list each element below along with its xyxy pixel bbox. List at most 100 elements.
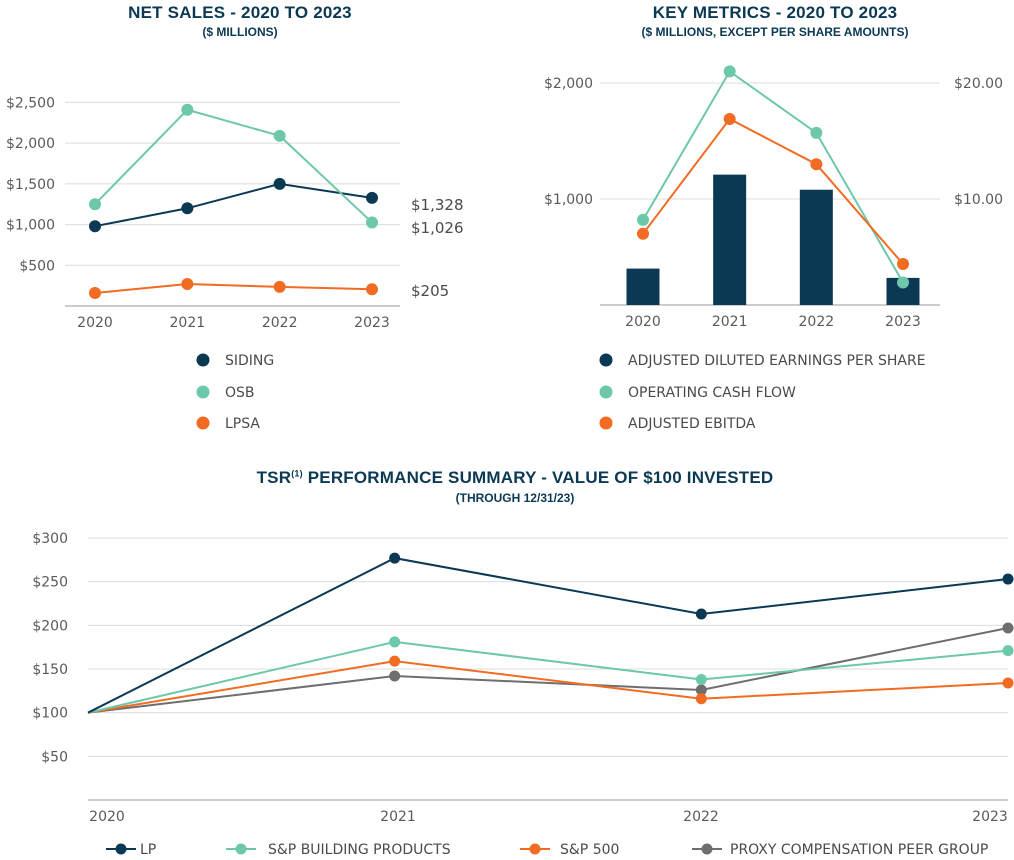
- net-sales-xtick-label: 2022: [262, 315, 298, 331]
- tsr-title-footnote: (1): [291, 468, 303, 479]
- tsr-point-s-p-500: [1002, 677, 1014, 689]
- key-metrics-legend-marker: [599, 353, 613, 367]
- tsr-legend-label: S&P 500: [560, 842, 619, 858]
- key-metrics-xtick-label: 2023: [885, 314, 921, 330]
- net-sales-end-label: $205: [411, 282, 449, 300]
- key-metrics-left-tick-label: $2,000: [544, 76, 593, 92]
- key-metrics-line-adjusted-ebitda: [642, 117, 904, 265]
- tsr-legend-label: LP: [140, 842, 156, 858]
- key-metrics-xtick-label: 2022: [799, 314, 835, 330]
- tsr-ytick-label: $200: [32, 618, 68, 634]
- tsr-subtitle: (THROUGH 12/31/23): [455, 491, 575, 505]
- key-metrics-point-operating-cash-flow: [897, 276, 909, 289]
- tsr-ytick-label: $250: [32, 575, 68, 591]
- tsr-legend-label: PROXY COMPENSATION PEER GROUP: [730, 842, 988, 858]
- key-metrics-point-adjusted-ebitda: [723, 112, 736, 125]
- key-metrics-bar-eps: [713, 174, 747, 305]
- key-metrics-right-tick-label: $20.00: [954, 76, 1003, 92]
- net-sales-point-lpsa: [181, 278, 194, 291]
- net-sales-ytick-label: $2,500: [6, 95, 55, 111]
- tsr-title-post: PERFORMANCE SUMMARY - VALUE OF $100 INVE…: [302, 468, 774, 487]
- tsr-legend-marker: [115, 843, 127, 855]
- tsr-title: TSR(1) PERFORMANCE SUMMARY - VALUE OF $1…: [180, 468, 850, 488]
- net-sales-legend-marker: [196, 416, 210, 430]
- net-sales-ytick-label: $1,500: [6, 177, 55, 193]
- key-metrics-point-operating-cash-flow: [723, 65, 736, 78]
- key-metrics-point-adjusted-ebitda: [897, 257, 909, 270]
- net-sales-legend-label: SIDING: [225, 353, 274, 369]
- key-metrics-legend-marker: [599, 416, 613, 430]
- key-metrics-xtick-label: 2020: [625, 314, 661, 330]
- key-metrics-point-adjusted-ebitda: [810, 158, 823, 171]
- tsr-point-lp: [389, 552, 401, 564]
- tsr-legend-marker: [235, 843, 247, 855]
- net-sales-ytick-label: $2,000: [6, 136, 55, 152]
- net-sales-legend-label: OSB: [225, 385, 255, 401]
- tsr-point-proxy-compensation-peer-group: [1002, 622, 1014, 634]
- net-sales-point-osb: [89, 198, 101, 211]
- net-sales-legend-marker: [196, 353, 210, 367]
- tsr-line-s-p-building-products: [87, 640, 1009, 714]
- net-sales-xtick-label: 2021: [170, 315, 206, 331]
- net-sales-line-siding: [94, 182, 373, 228]
- tsr-line-s-p-500: [87, 660, 1009, 714]
- net-sales-subtitle: ($ MILLIONS): [202, 25, 278, 39]
- net-sales-legend-label: LPSA: [225, 416, 260, 432]
- net-sales-legend-marker: [196, 385, 210, 399]
- tsr-title-pre: TSR: [256, 468, 292, 487]
- tsr-point-proxy-compensation-peer-group: [389, 670, 401, 682]
- net-sales-line-lpsa: [94, 283, 373, 294]
- key-metrics-legend-marker: [599, 385, 613, 399]
- net-sales-title: NET SALES - 2020 TO 2023: [128, 3, 352, 22]
- key-metrics-xtick-label: 2021: [712, 314, 748, 330]
- key-metrics-point-operating-cash-flow: [637, 213, 649, 226]
- key-metrics-bar-eps: [799, 189, 833, 305]
- net-sales-point-siding: [366, 191, 378, 204]
- tsr-xtick-label: 2021: [380, 809, 416, 825]
- net-sales-point-siding: [273, 177, 286, 190]
- key-metrics-line-operating-cash-flow: [642, 69, 904, 284]
- net-sales-xtick-label: 2020: [77, 315, 113, 331]
- key-metrics-bar-eps: [626, 268, 660, 305]
- net-sales-line-osb: [94, 108, 373, 224]
- tsr-line-proxy-compensation-peer-group: [87, 626, 1009, 714]
- net-sales-point-osb: [273, 129, 286, 142]
- tsr-line-lp: [87, 557, 1009, 714]
- net-sales-point-siding: [89, 220, 101, 233]
- tsr-point-lp: [1002, 573, 1014, 585]
- tsr-legend-label: S&P BUILDING PRODUCTS: [268, 842, 451, 858]
- key-metrics-right-tick-label: $10.00: [954, 192, 1003, 208]
- key-metrics-legend-label: ADJUSTED EBITDA: [628, 416, 756, 432]
- key-metrics-point-operating-cash-flow: [810, 126, 823, 139]
- tsr-ytick-label: $50: [41, 749, 68, 765]
- tsr-point-s-p-500: [695, 693, 707, 705]
- tsr-xtick-label: 2022: [683, 809, 719, 825]
- tsr-point-lp: [695, 608, 707, 620]
- key-metrics-title: KEY METRICS - 2020 TO 2023: [652, 3, 898, 22]
- net-sales-point-lpsa: [273, 280, 286, 293]
- tsr-point-proxy-compensation-peer-group: [695, 684, 707, 696]
- key-metrics-subtitle: ($ MILLIONS, EXCEPT PER SHARE AMOUNTS): [641, 25, 909, 39]
- tsr-point-s-p-building-products: [389, 636, 401, 648]
- tsr-xtick-label: 2020: [89, 809, 125, 825]
- key-metrics-left-tick-label: $1,000: [544, 192, 593, 208]
- tsr-ytick-label: $100: [32, 706, 68, 722]
- net-sales-end-label: $1,026: [411, 219, 464, 237]
- key-metrics-legend-label: OPERATING CASH FLOW: [628, 385, 796, 401]
- tsr-point-s-p-building-products: [1002, 645, 1014, 657]
- key-metrics-legend-label: ADJUSTED DILUTED EARNINGS PER SHARE: [628, 353, 926, 369]
- tsr-ytick-label: $300: [32, 531, 68, 547]
- net-sales-xtick-label: 2023: [354, 315, 390, 331]
- tsr-legend-marker: [529, 843, 541, 855]
- net-sales-point-lpsa: [89, 286, 101, 299]
- tsr-point-s-p-building-products: [695, 673, 707, 685]
- net-sales-point-osb: [181, 103, 194, 116]
- net-sales-end-label: $1,328: [411, 196, 464, 214]
- net-sales-point-lpsa: [366, 283, 378, 296]
- tsr-point-s-p-500: [389, 655, 401, 667]
- net-sales-point-osb: [366, 216, 378, 229]
- key-metrics-point-adjusted-ebitda: [637, 227, 649, 240]
- tsr-ytick-label: $150: [32, 662, 68, 678]
- net-sales-ytick-label: $500: [19, 258, 55, 274]
